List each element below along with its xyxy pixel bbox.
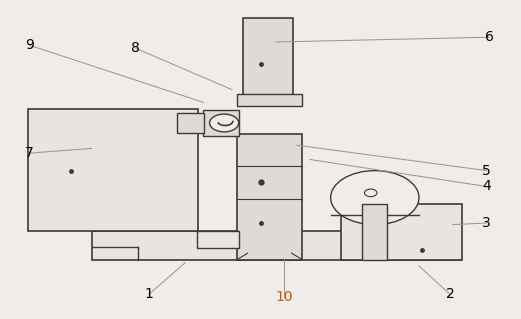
Text: 10: 10 (275, 290, 293, 304)
Text: 9: 9 (25, 38, 34, 52)
Text: 6: 6 (485, 30, 493, 44)
Text: 5: 5 (482, 164, 491, 178)
Text: 4: 4 (482, 180, 491, 194)
Bar (177, 114, 204, 132)
Text: 7: 7 (25, 146, 34, 160)
Bar (92, 231, 461, 260)
Text: 3: 3 (482, 216, 491, 230)
Text: 1: 1 (144, 287, 153, 301)
Circle shape (209, 114, 239, 132)
Text: 8: 8 (131, 41, 140, 55)
Bar (243, 18, 293, 96)
Bar (237, 134, 302, 260)
Bar (341, 204, 462, 260)
Bar (203, 110, 239, 136)
Bar (197, 231, 239, 249)
Bar (28, 109, 198, 231)
Bar (237, 94, 302, 106)
Circle shape (331, 171, 419, 225)
Circle shape (364, 189, 377, 197)
Text: 2: 2 (446, 287, 454, 301)
Bar (362, 204, 387, 260)
